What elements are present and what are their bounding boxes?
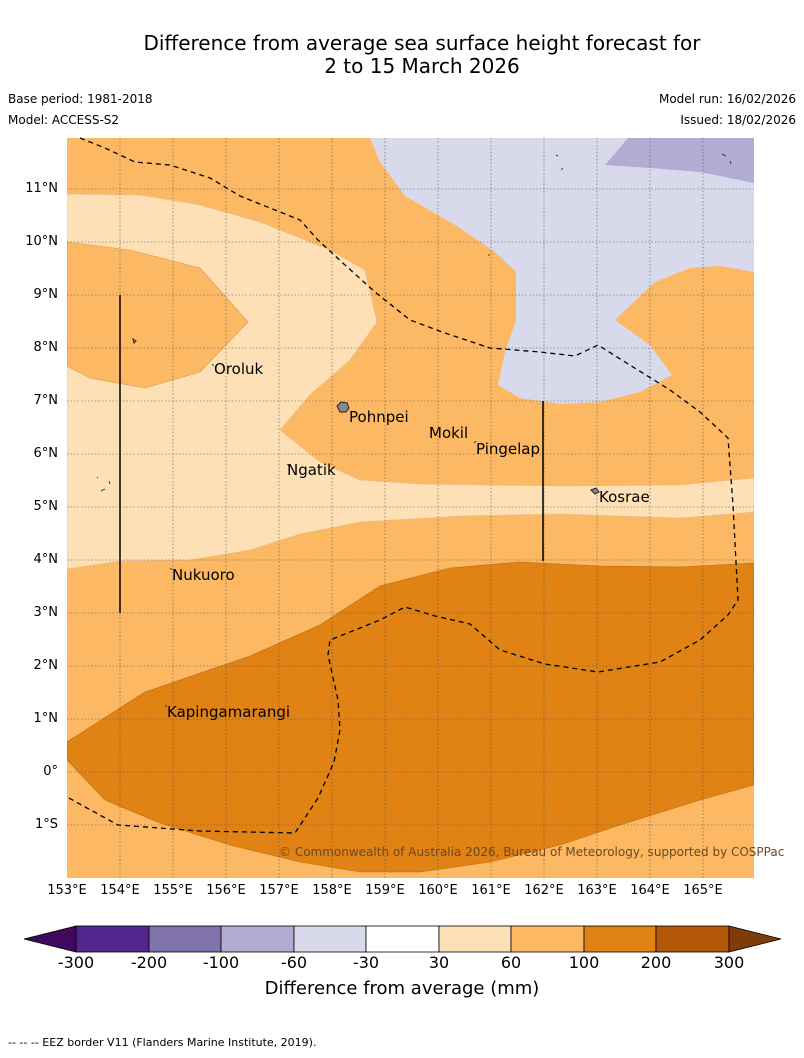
lat-label: 1°S [34,817,58,832]
lat-label: 6°N [33,446,59,461]
lon-label: 157°E [259,883,299,898]
colorbar-swatch [148,925,222,953]
lat-label: 0° [43,764,58,779]
colorbar [23,925,782,953]
band-minus30-minus60 [370,138,754,404]
lat-label: 8°N [33,340,59,355]
lon-label: 161°E [471,883,511,898]
band-60-100-core [67,241,249,389]
lat-label: 3°N [33,605,59,620]
place-mokil: Mokil [429,424,469,442]
colorbar-tick: -300 [57,953,95,972]
colorbar-swatch [438,925,512,953]
band-minus60-minus100 [605,138,754,183]
lat-label: 10°N [25,234,58,249]
place-kapingamarangi: Kapingamarangi [167,703,291,721]
ngatik-atoll [286,463,290,467]
place-oroluk: Oroluk [214,360,264,378]
title-line-2: 2 to 15 March 2026 [324,54,520,78]
map-title: Difference from average sea surface heig… [0,32,804,78]
place-ngatik: Ngatik [287,461,336,479]
map-field [67,138,754,878]
band-30-60 [67,193,754,570]
title-line-1: Difference from average sea surface heig… [143,31,701,55]
band-100-200 [67,561,754,873]
oroluk-atoll [132,337,137,344]
colorbar-swatch [293,925,367,953]
colorbar-extend-high [728,925,782,953]
lon-label: 158°E [312,883,352,898]
copyright-notice: © Commonwealth of Australia 2026, Bureau… [279,845,785,859]
colorbar-tick: -200 [130,953,168,972]
colorbar-tick: 200 [640,953,672,972]
oroluk-dot [211,363,215,367]
lat-label: 11°N [25,181,58,196]
eez-footnote: -- -- -- EEZ border V11 (Flanders Marine… [8,1036,317,1049]
lon-label: 156°E [206,883,246,898]
lat-label: 9°N [33,287,59,302]
lon-label: 153°E [47,883,87,898]
colorbar-tick: -100 [202,953,240,972]
issued-date: Issued: 18/02/2026 [680,113,796,127]
colorbar-title: Difference from average (mm) [264,978,540,999]
colorbar-extend-low [23,925,77,953]
colorbar-swatch [365,925,440,953]
lon-label: 162°E [524,883,564,898]
section-lines [119,295,544,613]
pingelap-atoll [473,440,477,444]
pohnpei-island [336,401,350,413]
base-period: Base period: 1981-2018 [8,92,153,106]
lon-label: 165°E [683,883,723,898]
colorbar-tick: 300 [713,953,745,972]
colorbar-tick: -60 [280,953,308,972]
colorbar-swatch [220,925,295,953]
colorbar-swatch [510,925,585,953]
colorbar-tick: 30 [428,953,450,972]
kapinga-atoll [164,704,168,708]
place-nukuoro: Nukuoro [172,566,235,584]
small-islets-west [96,476,111,492]
mokil-atoll [429,426,433,430]
lat-label: 4°N [33,552,59,567]
colorbar-tick: 60 [500,953,522,972]
colorbar-swatch [75,925,150,953]
lat-label: 5°N [33,499,59,514]
colorbar-tick: -30 [352,953,380,972]
graticule [67,138,754,878]
lon-label: 154°E [100,883,140,898]
place-pohnpei: Pohnpei [349,408,409,426]
place-kosrae: Kosrae [599,488,650,506]
lon-label: 164°E [630,883,670,898]
lat-label: 1°N [33,711,59,726]
lon-label: 155°E [153,883,193,898]
lon-label: 163°E [577,883,617,898]
lat-label: 7°N [33,393,59,408]
lon-label: 159°E [365,883,405,898]
colorbar-swatch [655,925,730,953]
place-pingelap: Pingelap [476,440,541,458]
eez-border [66,137,739,834]
model-name: Model: ACCESS-S2 [8,113,120,127]
colorbar-swatch [583,925,657,953]
nukuoro-atoll [169,567,173,571]
small-islets-ne [555,153,732,171]
colorbar-tick: 100 [568,953,600,972]
model-run: Model run: 16/02/2026 [658,92,796,106]
lon-label: 160°E [418,883,458,898]
lat-label: 2°N [33,658,59,673]
